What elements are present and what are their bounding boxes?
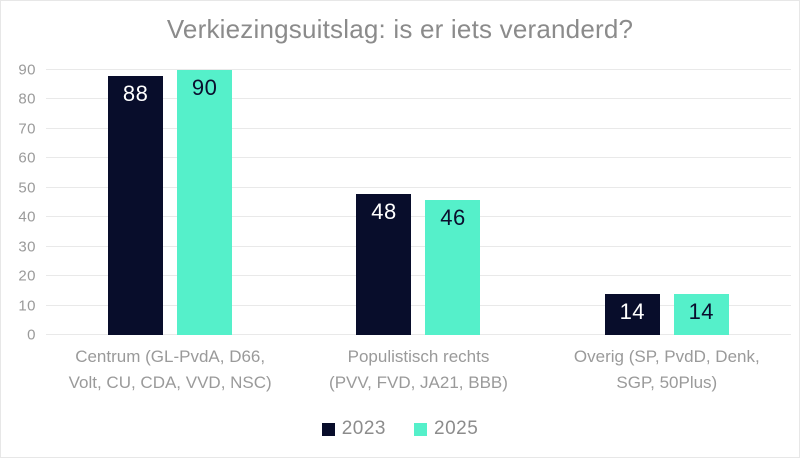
legend-label-2023: 2023 — [341, 418, 386, 439]
bar-group-overig: 14 14 — [543, 70, 791, 335]
gridline — [46, 304, 791, 306]
gridline — [46, 186, 791, 188]
bar-groups: 88 90 48 46 14 14 — [46, 70, 791, 335]
gridline — [46, 127, 791, 129]
y-tick-label: 50 — [18, 179, 36, 197]
y-tick-label: 10 — [18, 297, 36, 315]
y-tick-label: 0 — [27, 326, 36, 344]
bar-value-label: 90 — [191, 75, 218, 100]
gridline — [46, 216, 791, 218]
bar-value-label: 14 — [688, 298, 715, 324]
y-tick-label: 30 — [18, 238, 36, 256]
category-label-populistisch-rechts: Populistisch rechts (PVV, FVD, JA21, BBB… — [329, 347, 508, 392]
legend-swatch-2025 — [414, 422, 427, 436]
legend-label-2025: 2025 — [434, 418, 479, 439]
bar-2023-overig[interactable]: 14 — [604, 293, 660, 335]
plot-area: 88 90 48 46 14 14 — [46, 69, 791, 335]
gridline — [46, 334, 791, 335]
bar-group-populistisch-rechts: 48 46 — [294, 70, 542, 335]
legend-swatch-2023 — [321, 422, 335, 436]
y-tick-label: 60 — [18, 149, 36, 167]
bar-group-centrum: 88 90 — [46, 70, 294, 335]
x-axis-labels: Centrum (GL-PvdA, D66, Volt, CU, CDA, VV… — [46, 344, 791, 395]
y-tick-label: 40 — [18, 208, 36, 226]
chart-title: Verkiezingsuitslag: is er iets veranderd… — [166, 14, 634, 44]
y-tick-label: 20 — [18, 267, 36, 285]
category-label-centrum: Centrum (GL-PvdA, D66, Volt, CU, CDA, VV… — [68, 347, 272, 392]
bar-value-label: 46 — [440, 204, 466, 230]
gridlines — [46, 69, 791, 335]
y-axis: 0 10 20 30 40 50 60 70 80 90 — [1, 63, 39, 343]
bar-value-label: 48 — [371, 198, 397, 224]
bar-2025-centrum[interactable]: 90 — [177, 70, 233, 335]
gridline — [46, 69, 791, 70]
y-tick-label: 80 — [18, 90, 36, 108]
y-tick-label: 90 — [18, 61, 36, 79]
bar-2025-overig[interactable]: 14 — [673, 293, 729, 335]
bar-2023-centrum[interactable]: 88 — [108, 75, 164, 335]
category-label-overig: Overig (SP, PvdD, Denk, SGP, 50Plus) — [573, 347, 760, 392]
legend: 2023 2025 — [1, 418, 799, 440]
gridline — [46, 98, 791, 100]
gridline — [46, 245, 791, 247]
bar-2025-populistisch-rechts[interactable]: 46 — [425, 199, 481, 335]
legend-item-2023: 2023 — [321, 418, 386, 440]
legend-item-2025: 2025 — [414, 418, 478, 440]
bar-2023-populistisch-rechts[interactable]: 48 — [356, 193, 412, 335]
bar-value-label: 88 — [122, 80, 149, 106]
bar-value-label: 14 — [619, 298, 646, 324]
y-tick-label: 70 — [18, 120, 36, 138]
gridline — [46, 275, 791, 277]
gridline — [46, 157, 791, 159]
